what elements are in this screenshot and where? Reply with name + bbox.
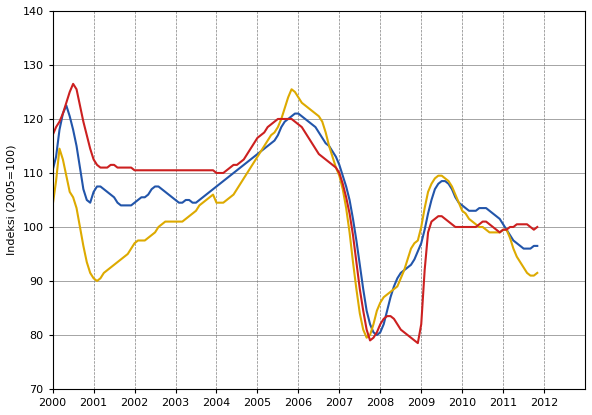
Koko liikevaihto [49,168,56,173]
Ventiliikevaihto [66,90,73,95]
Kotimaan liikevaihto [288,87,295,92]
Line: Koko liikevaihto: Koko liikevaihto [53,105,538,335]
Ventiliikevaihto [94,162,101,167]
Ventiliikevaihto [179,168,186,173]
Line: Ventiliikevaihto: Ventiliikevaihto [53,84,538,343]
Kotimaan liikevaihto [363,335,370,340]
Kotimaan liikevaihto [49,203,56,208]
Kotimaan liikevaihto [534,271,541,276]
Koko liikevaihto [534,244,541,249]
Ventiliikevaihto [250,141,258,146]
Koko liikevaihto [70,127,77,132]
Ventiliikevaihto [70,81,77,86]
Koko liikevaihto [63,103,70,108]
Koko liikevaihto [216,181,223,186]
Kotimaan liikevaihto [247,165,254,170]
Koko liikevaihto [94,184,101,189]
Ventiliikevaihto [534,225,541,229]
Ventiliikevaihto [268,122,275,127]
Koko liikevaihto [374,332,381,337]
Ventiliikevaihto [49,133,56,138]
Koko liikevaihto [250,154,258,159]
Kotimaan liikevaihto [66,189,73,194]
Kotimaan liikevaihto [175,219,182,224]
Kotimaan liikevaihto [264,138,271,143]
Y-axis label: Indeksi (2005=100): Indeksi (2005=100) [7,145,17,255]
Line: Kotimaan liikevaihto: Kotimaan liikevaihto [53,89,538,338]
Ventiliikevaihto [414,341,422,346]
Kotimaan liikevaihto [90,276,97,281]
Kotimaan liikevaihto [213,200,220,205]
Koko liikevaihto [268,141,275,146]
Ventiliikevaihto [216,171,223,176]
Koko liikevaihto [179,200,186,205]
